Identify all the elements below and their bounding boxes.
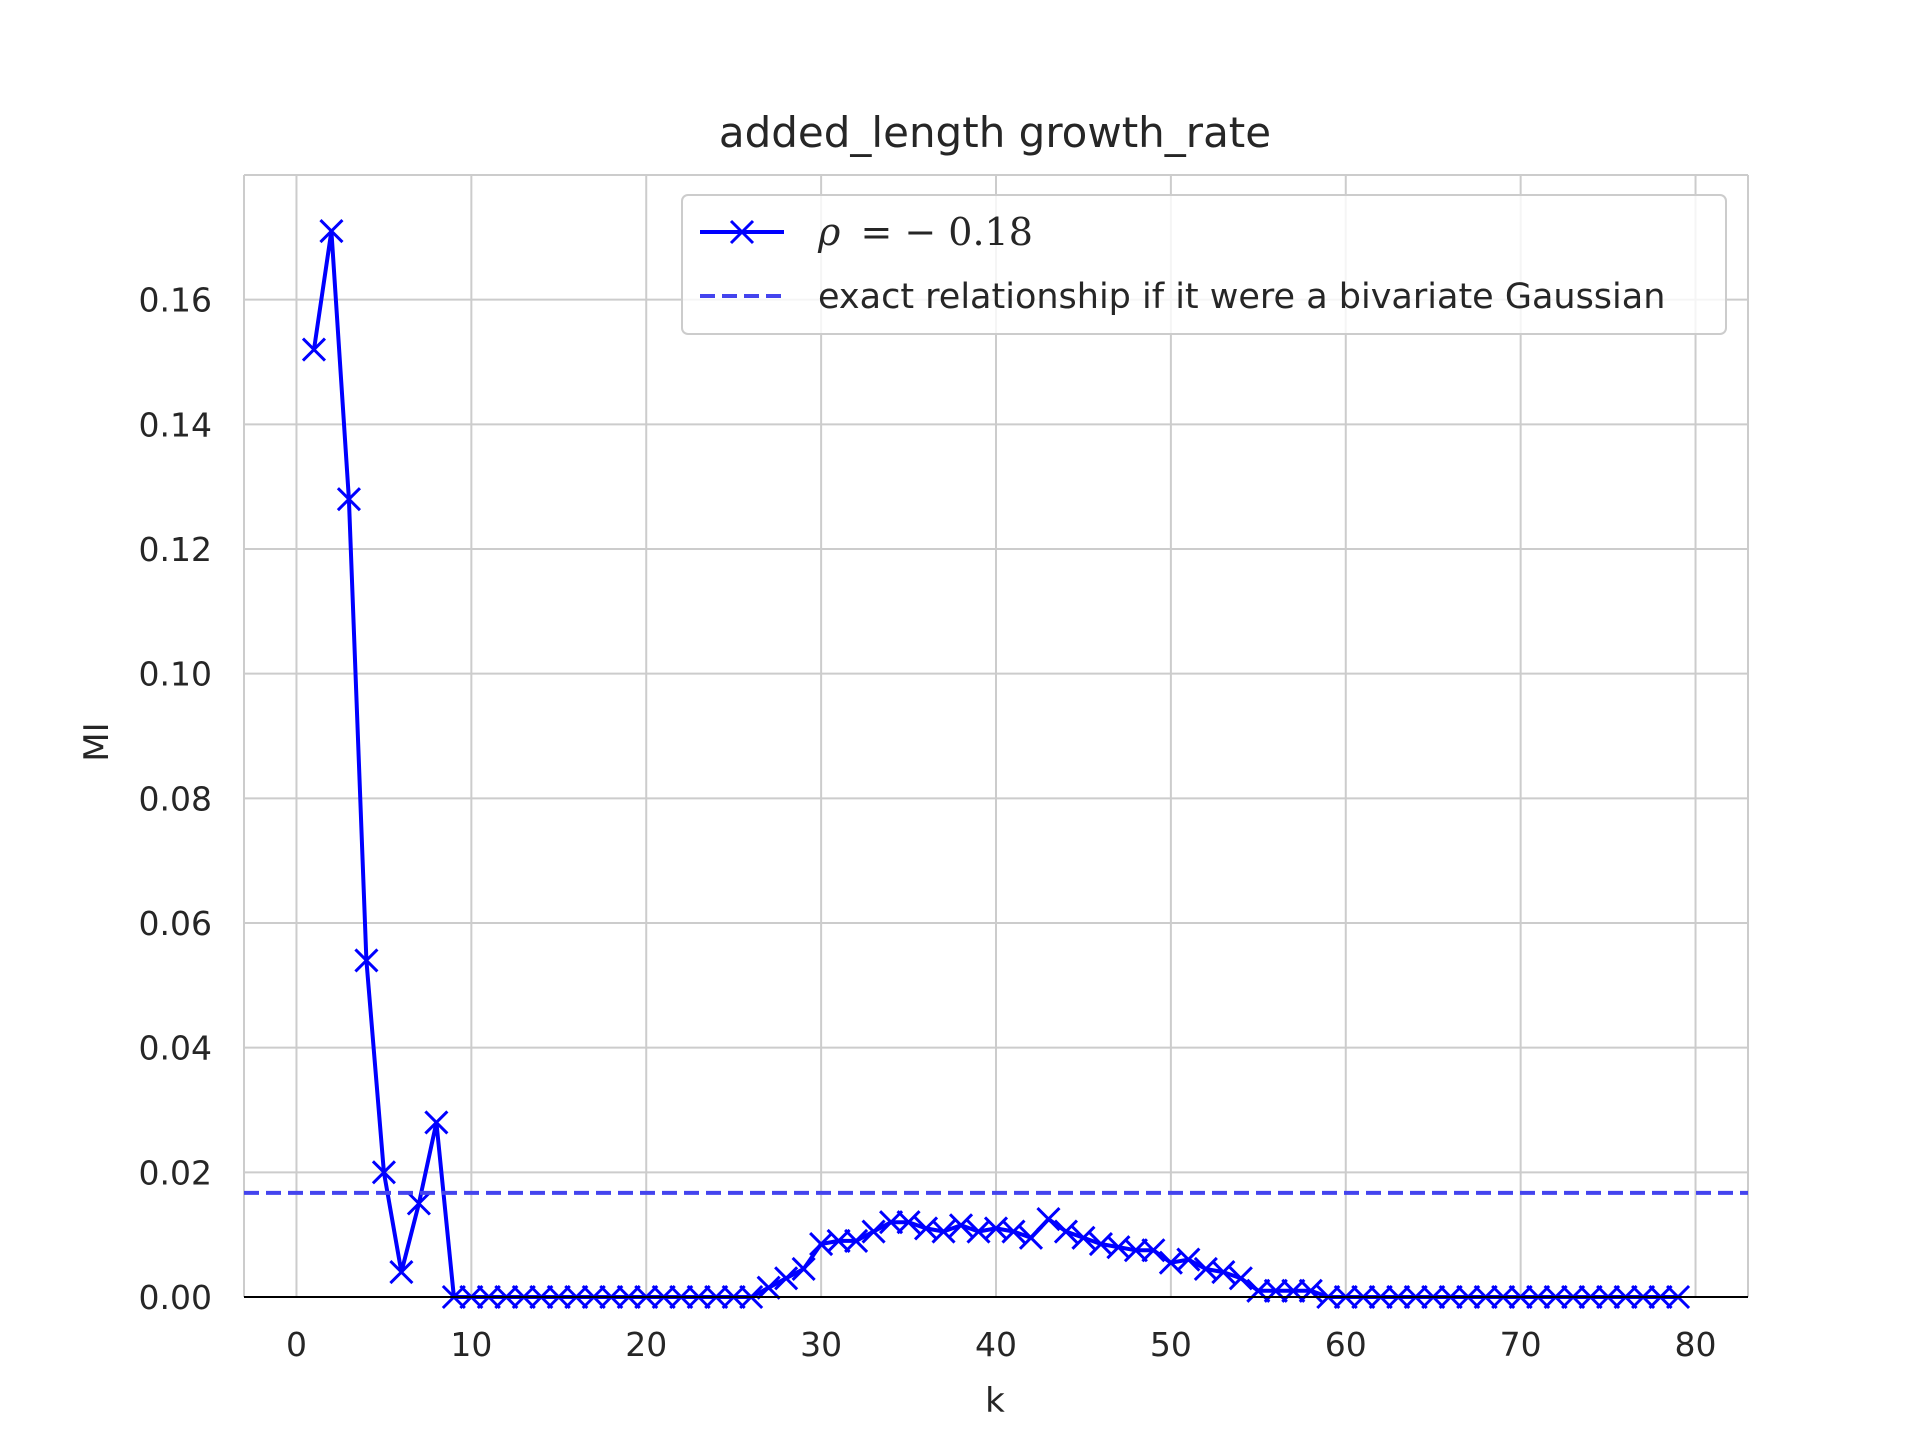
y-tick-label: 0.14 bbox=[139, 405, 212, 444]
x-tick-label: 50 bbox=[1150, 1325, 1192, 1364]
mi-data-point bbox=[1281, 1278, 1306, 1303]
legend-entry-gaussian-reference: exact relationship if it were a bivariat… bbox=[700, 277, 1665, 317]
legend-marker-mi-series bbox=[729, 219, 755, 245]
x-tick-label: 10 bbox=[450, 1325, 492, 1364]
mi-data-point bbox=[1053, 1219, 1079, 1244]
y-tick-label: 0.06 bbox=[139, 904, 212, 943]
mi-data-point bbox=[371, 1160, 396, 1185]
y-tick-label: 0.10 bbox=[139, 655, 212, 694]
mi-data-point bbox=[406, 1191, 431, 1216]
mi-data-point bbox=[756, 1275, 781, 1300]
legend: ρ = − 0.18 exact relationship if it were… bbox=[681, 194, 1727, 335]
plot-series bbox=[244, 219, 1748, 1310]
y-tick-label: 0.12 bbox=[139, 530, 212, 569]
mi-data-point bbox=[1176, 1247, 1201, 1272]
y-tick-label: 0.08 bbox=[139, 779, 212, 818]
mi-data-point bbox=[896, 1210, 921, 1235]
mi-data-point bbox=[1001, 1219, 1026, 1244]
mi-data-point bbox=[861, 1219, 886, 1244]
mi-data-point bbox=[1036, 1207, 1061, 1232]
x-axis-ticks: 0 10 20 30 40 50 60 70 80 bbox=[286, 1325, 1717, 1364]
legend-label-mi-series: ρ = − 0.18 bbox=[817, 210, 1033, 254]
x-tick-label: 0 bbox=[286, 1325, 307, 1364]
mi-data-point bbox=[1211, 1260, 1236, 1285]
mi-data-point bbox=[844, 1228, 869, 1253]
mi-data-point bbox=[301, 337, 327, 362]
x-tick-label: 80 bbox=[1675, 1325, 1717, 1364]
x-tick-label: 30 bbox=[800, 1325, 842, 1364]
legend-box bbox=[681, 194, 1727, 335]
mi-data-point bbox=[826, 1228, 851, 1253]
mi-data-point bbox=[1141, 1238, 1166, 1263]
mi-data-point bbox=[774, 1266, 799, 1291]
legend-label-rho-value: = − 0.18 bbox=[860, 210, 1032, 254]
mi-data-point bbox=[879, 1210, 904, 1235]
chart-title: added_length growth_rate bbox=[719, 108, 1271, 157]
mi-data-point bbox=[424, 1110, 449, 1135]
y-axis-ticks: 0.00 0.02 0.04 0.06 0.08 0.10 0.12 0.14 0.16 bbox=[139, 281, 212, 1317]
y-axis-label: MI bbox=[77, 722, 117, 761]
mi-data-point bbox=[354, 948, 379, 973]
y-tick-label: 0.02 bbox=[139, 1153, 212, 1192]
mi-data-point bbox=[389, 1260, 414, 1285]
axes-frame bbox=[243, 174, 1749, 1297]
mi-data-point bbox=[791, 1256, 816, 1282]
x-axis-label: k bbox=[985, 1381, 1005, 1421]
mi-data-point bbox=[336, 487, 361, 512]
mi-data-point bbox=[948, 1213, 974, 1238]
mi-data-point bbox=[1263, 1278, 1288, 1303]
mi-data-point bbox=[319, 219, 344, 244]
x-tick-label: 20 bbox=[625, 1325, 667, 1364]
mi-data-point bbox=[1123, 1238, 1148, 1263]
mi-data-point bbox=[1071, 1225, 1096, 1250]
mi-data-point bbox=[1298, 1278, 1323, 1303]
y-tick-label: 0.04 bbox=[139, 1029, 212, 1068]
x-tick-label: 60 bbox=[1325, 1325, 1367, 1364]
legend-label-rho: ρ bbox=[817, 210, 841, 254]
mi-data-point bbox=[931, 1219, 956, 1244]
y-tick-label: 0.00 bbox=[139, 1278, 212, 1317]
y-tick-label: 0.16 bbox=[139, 281, 212, 320]
legend-label-gaussian-reference: exact relationship if it were a bivariat… bbox=[818, 277, 1665, 317]
legend-entry-mi-series: ρ = − 0.18 bbox=[700, 210, 1033, 254]
mi-data-point bbox=[1246, 1278, 1271, 1303]
mi-data-point bbox=[1228, 1266, 1253, 1291]
x-tick-label: 70 bbox=[1500, 1325, 1542, 1364]
x-tick-label: 40 bbox=[975, 1325, 1017, 1364]
